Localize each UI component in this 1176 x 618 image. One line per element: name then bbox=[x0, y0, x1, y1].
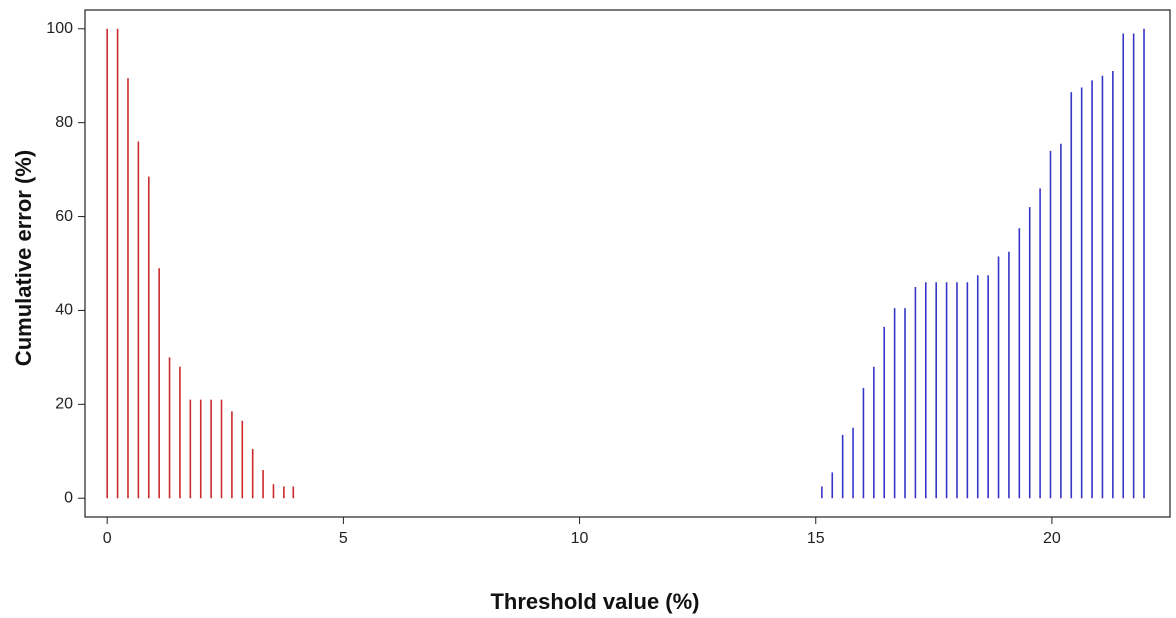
y-tick-label: 40 bbox=[55, 302, 73, 319]
y-axis-title: Cumulative error (%) bbox=[11, 150, 36, 366]
y-tick-label: 0 bbox=[64, 489, 73, 506]
x-tick-label: 10 bbox=[571, 530, 589, 547]
y-tick-label: 100 bbox=[46, 20, 73, 37]
y-tick-label: 80 bbox=[55, 114, 73, 131]
x-tick-label: 20 bbox=[1043, 530, 1061, 547]
x-tick-label: 0 bbox=[103, 530, 112, 547]
x-tick-label: 15 bbox=[807, 530, 825, 547]
plot-frame bbox=[84, 9, 1171, 518]
y-tick-label: 20 bbox=[55, 396, 73, 413]
x-axis-title: Threshold value (%) bbox=[490, 589, 699, 614]
y-tick-label: 60 bbox=[55, 208, 73, 225]
x-tick-label: 5 bbox=[339, 530, 348, 547]
